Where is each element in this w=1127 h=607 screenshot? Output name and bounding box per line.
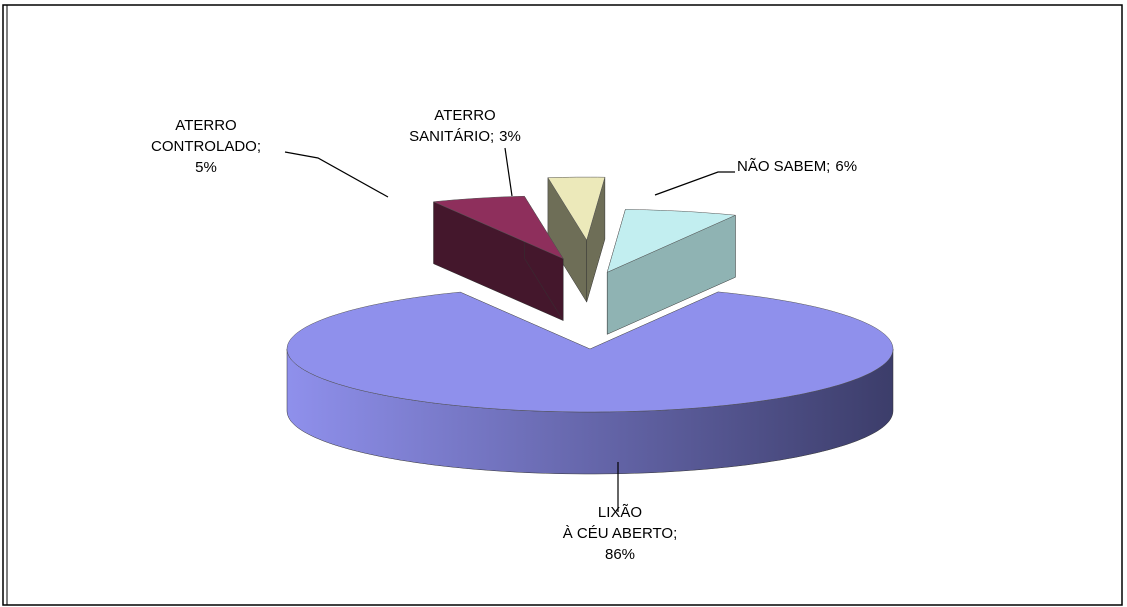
- slice-top: [286, 291, 894, 413]
- label-line: ATERRO: [175, 117, 236, 134]
- slice: [547, 176, 606, 303]
- value-label: 5%: [195, 159, 217, 176]
- value-label: 3%: [499, 128, 521, 145]
- label-line: NÃO SABEM;: [737, 158, 830, 175]
- leader-line: [504, 147, 513, 197]
- slice: [286, 291, 894, 475]
- data-label: ATERRO CONTROLADO;: [151, 117, 261, 155]
- leader-line: [284, 151, 389, 198]
- value-label: 6%: [835, 158, 857, 175]
- label-line: SANITÁRIO;: [409, 128, 494, 145]
- label-line: ATERRO: [434, 107, 495, 124]
- slice: [433, 195, 564, 322]
- slice-top: [433, 195, 564, 260]
- slice: [606, 209, 737, 335]
- leader-line: [654, 171, 735, 196]
- label-line: À CÉU ABERTO;: [563, 525, 678, 542]
- label-line: CONTROLADO;: [151, 138, 261, 155]
- value-label: 86%: [605, 546, 635, 563]
- data-label: ATERRO SANITÁRIO;: [409, 107, 496, 145]
- slice-top: [606, 209, 737, 273]
- data-label: LIXÃO À CÉU ABERTO;: [563, 504, 678, 542]
- label-line: LIXÃO: [598, 504, 642, 521]
- data-label: NÃO SABEM;: [737, 158, 830, 175]
- slice-top: [547, 176, 606, 241]
